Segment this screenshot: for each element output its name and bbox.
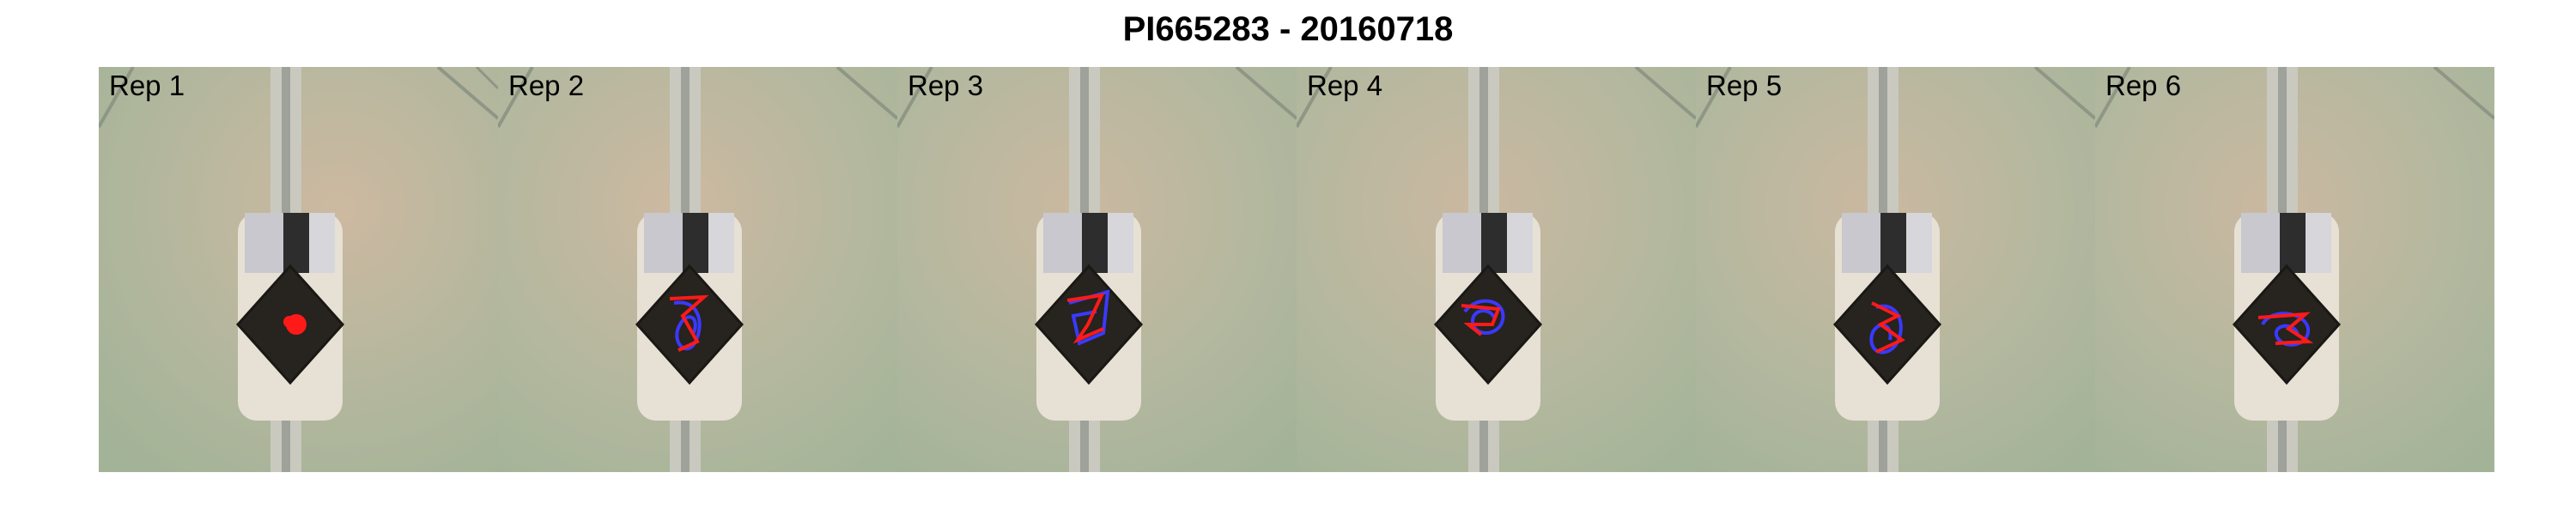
rep-label: Rep 5 [1706, 70, 1783, 101]
rep-6-photo [2095, 67, 2494, 472]
rep-label: Rep 6 [2105, 70, 2182, 101]
rep-2-photo [498, 67, 897, 472]
rep-label: Rep 2 [508, 70, 585, 101]
figure-title: PI665283 - 20160718 [1122, 10, 1454, 48]
rep-4-photo [1297, 67, 1696, 472]
rep-3-photo [897, 67, 1297, 472]
rep-panel-1: Rep 1 [99, 67, 498, 472]
rep-label: Rep 3 [908, 70, 984, 101]
rep-panel-2: Rep 2 [498, 67, 897, 472]
rep-panel-4: Rep 4 [1297, 67, 1696, 472]
rep-panel-3: Rep 3 [897, 67, 1297, 472]
rep-5-photo [1696, 67, 2095, 472]
image-strip: Rep 1 [99, 67, 2494, 472]
rep-label: Rep 4 [1307, 70, 1383, 101]
rep-panel-5: Rep 5 [1696, 67, 2095, 472]
rep-label: Rep 1 [109, 70, 185, 101]
rep-1-photo [99, 67, 498, 472]
rep-panel-6: Rep 6 [2095, 67, 2494, 472]
